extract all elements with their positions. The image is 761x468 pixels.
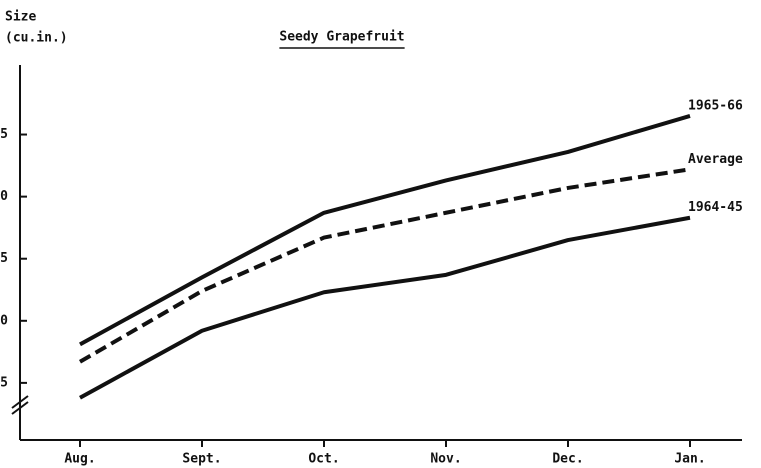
series-label: 1964-45 [688, 200, 743, 215]
y-tick-label: 5 [0, 375, 8, 390]
axis-break [11, 395, 29, 409]
series-label: 1965-66 [688, 98, 743, 113]
axis-break [11, 401, 29, 415]
x-tick-label: Sept. [182, 452, 221, 467]
x-tick-label: Nov. [430, 452, 461, 467]
x-tick-label: Oct. [308, 452, 339, 467]
chart-title: Seedy Grapefruit [279, 30, 404, 45]
y-axis-label: (cu.in.) [5, 31, 68, 46]
y-tick-label: 5 [0, 251, 8, 266]
y-axis-label: Size [5, 10, 36, 25]
line-series [79, 215, 691, 400]
x-tick-label: Jan. [674, 452, 705, 467]
line-series [78, 167, 691, 364]
y-tick-label: 0 [0, 313, 8, 328]
y-tick-label: 5 [0, 127, 8, 142]
line-series [79, 113, 691, 347]
x-tick-label: Aug. [64, 452, 95, 467]
y-tick-label: 0 [0, 189, 8, 204]
x-tick-label: Dec. [552, 452, 583, 467]
series-label: Average [688, 152, 743, 167]
